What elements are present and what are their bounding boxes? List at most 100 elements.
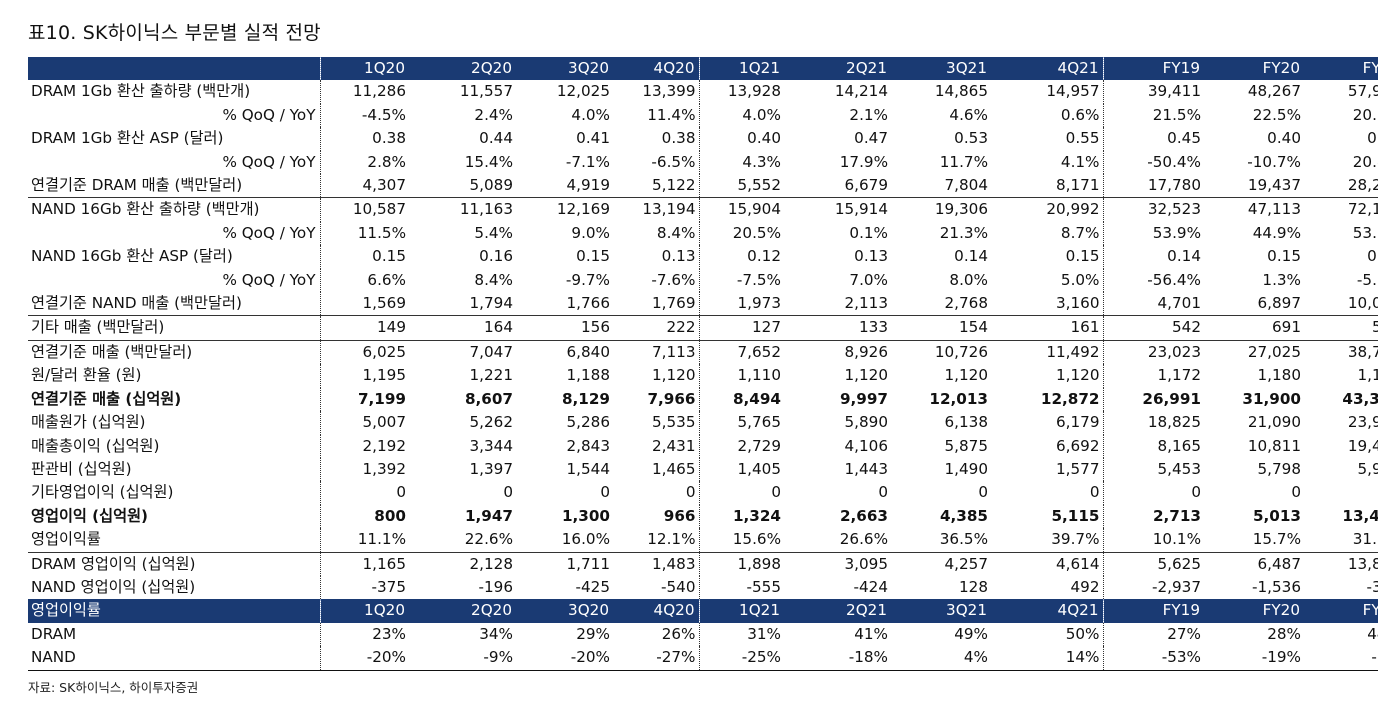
table-cell-3q20: -425 xyxy=(575,577,610,596)
table-cell-2q20: 2,128 xyxy=(409,551,516,576)
table-cell-3q20: 1,188 xyxy=(566,366,610,385)
table-cell-fy20: 48,267 xyxy=(1247,82,1301,101)
table-cell-1q21: 13,928 xyxy=(698,80,784,104)
table-cell-fy19: 0 xyxy=(1102,481,1204,505)
row-label: 판관비 (십억원) xyxy=(31,459,132,478)
table-cell-1q20: 1,195 xyxy=(319,364,409,388)
table-cell-fy19: -50.4% xyxy=(1102,150,1204,175)
table-cell-fy19: 27% xyxy=(1102,622,1204,647)
row-label: 연결기준 매출 (십억원) xyxy=(31,389,182,408)
table-cell-fy20: 5,013 xyxy=(1252,506,1301,525)
table-cell-fy19: 5,453 xyxy=(1102,457,1204,482)
table-cell-3q20: 5,286 xyxy=(566,413,610,432)
column-header-fy20: FY20 xyxy=(1204,57,1304,81)
table-cell-1q21: -7.5% xyxy=(698,268,784,293)
table-cell-3q20: 9.0% xyxy=(571,223,610,242)
table-cell-fy21: 20.8% xyxy=(1352,152,1378,171)
table-cell-4q21: 6,692 xyxy=(1056,436,1100,455)
column-header-2q21: 2Q21 xyxy=(784,599,891,623)
table-cell-fy19: 17,780 xyxy=(1102,174,1204,198)
table-cell-fy20: 31,900 xyxy=(1242,389,1301,408)
table-row: DRAM 1Gb 환산 ASP (달러) 0.38 0.44 0.41 0.38 0.40… xyxy=(28,127,1378,151)
table-cell-fy20: 1.3% xyxy=(1262,270,1301,289)
earnings-forecast-table: 1Q20 2Q20 3Q20 4Q20 1Q21 2Q21 3Q21 4Q21 FY19 FY20… xyxy=(28,57,1378,671)
table-row: 연결기준 DRAM 매출 (백만달러) 4,307 5,089 4,919 5,122 5… xyxy=(28,174,1378,198)
table-cell-3q20: 12,169 xyxy=(516,197,613,222)
table-cell-2q21: 3,095 xyxy=(784,551,891,576)
table-cell-1q21: 0.40 xyxy=(698,127,784,151)
table-cell-fy21: 0.14 xyxy=(1367,247,1378,266)
table-cell-2q20: 0.16 xyxy=(479,247,513,266)
table-cell-3q21: 0.14 xyxy=(954,247,988,266)
table-cell-1q20: 11.1% xyxy=(319,528,409,553)
table-cell-2q21: -424 xyxy=(853,577,888,596)
table-cell-fy21: 10,014 xyxy=(1347,294,1378,313)
table-cell-4q21: 8,171 xyxy=(1056,176,1100,195)
table-cell-2q21: 9,997 xyxy=(839,389,888,408)
table-cell-fy21: 43,375 xyxy=(1342,389,1378,408)
table-row: 연결기준 NAND 매출 (백만달러) 1,569 1,794 1,766 1,769 1… xyxy=(28,292,1378,316)
margin-header-row: 영업이익률 1Q20 2Q20 3Q20 4Q20 1Q21 2Q21 3Q21 4Q21 FY1… xyxy=(28,599,1378,623)
table-cell-fy21: 0.49 xyxy=(1367,129,1378,148)
table-row: DRAM 1Gb 환산 출하량 (백만개) 11,286 11,557 12,025 1… xyxy=(28,80,1378,104)
table-cell-3q20: -7.1% xyxy=(565,152,610,171)
table-cell-2q21: 2,663 xyxy=(839,506,888,525)
table-cell-3q20: 1,300 xyxy=(561,506,610,525)
table-cell-3q20: 1,711 xyxy=(516,551,613,576)
table-cell-fy21: -5.1% xyxy=(1356,270,1378,289)
row-label: DRAM xyxy=(31,624,77,643)
table-row: % QoQ / YoY 6.6% 8.4% -9.7% -7.6% -7.5% 7.0% 8.… xyxy=(28,268,1378,293)
table-cell-4q20: 1,465 xyxy=(652,459,696,478)
table-cell-4q21: 0.6% xyxy=(1060,105,1100,124)
table-cell-2q21: 14,214 xyxy=(834,82,888,101)
column-header-fy19: FY19 xyxy=(1102,599,1204,623)
table-cell-1q21: 2,729 xyxy=(698,434,784,458)
row-label: DRAM 1Gb 환산 ASP (달러) xyxy=(31,129,224,148)
row-label: 매출원가 (십억원) xyxy=(31,413,146,432)
table-cell-4q20: 222 xyxy=(613,315,699,341)
table-cell-fy21: 57,964 xyxy=(1347,82,1378,101)
table-cell-fy19: 10.1% xyxy=(1102,528,1204,553)
table-cell-3q21: 4,385 xyxy=(939,506,988,525)
table-cell-4q20: 11.4% xyxy=(647,105,696,124)
table-cell-4q21: 20,992 xyxy=(991,197,1103,222)
table-cell-1q20: -4.5% xyxy=(319,103,409,128)
table-cell-fy19: -53% xyxy=(1102,646,1204,671)
table-cell-3q21: 4% xyxy=(891,646,991,671)
table-cell-1q21: 4.0% xyxy=(698,103,784,128)
column-header-3q20: 3Q20 xyxy=(516,599,613,623)
table-cell-4q21: 12,872 xyxy=(1040,389,1100,408)
table-cell-fy20: 10,811 xyxy=(1247,436,1301,455)
table-cell-3q21: 21.3% xyxy=(939,223,988,242)
table-cell-1q21: 15.6% xyxy=(698,528,784,553)
table-cell-3q21: 5,875 xyxy=(944,436,988,455)
table-cell-3q20: 12,025 xyxy=(556,82,610,101)
table-cell-fy21: 575 xyxy=(1304,315,1378,341)
table-cell-fy21: 13,864 xyxy=(1304,551,1378,576)
column-header-3q21: 3Q21 xyxy=(891,599,991,623)
table-row: % QoQ / YoY -4.5% 2.4% 4.0% 11.4% 4.0% 2.1% 4.6… xyxy=(28,103,1378,128)
table-cell-4q20: 1,120 xyxy=(652,366,696,385)
table-cell-2q20: 0.44 xyxy=(479,129,513,148)
table-cell-4q20: 5,122 xyxy=(652,176,696,195)
row-label: 영업이익 (십억원) xyxy=(31,506,148,525)
table-cell-4q21: 1,120 xyxy=(1056,366,1100,385)
row-label: 매출총이익 (십억원) xyxy=(31,436,160,455)
table-row: % QoQ / YoY 11.5% 5.4% 9.0% 8.4% 20.5% 0.1% 21.… xyxy=(28,221,1378,246)
table-cell-1q20: 4,307 xyxy=(319,174,409,198)
table-cell-2q20: 0 xyxy=(503,483,513,502)
table-cell-1q21: 127 xyxy=(698,315,784,341)
table-cell-3q21: 8.0% xyxy=(949,270,988,289)
table-cell-1q20: 0.38 xyxy=(319,127,409,151)
table-cell-2q21: 0.47 xyxy=(854,129,888,148)
table-cell-2q20: 5,262 xyxy=(469,413,513,432)
table-cell-fy21: 13,487 xyxy=(1342,506,1378,525)
table-row: % QoQ / YoY 2.8% 15.4% -7.1% -6.5% 4.3% 17.9% 1… xyxy=(28,150,1378,175)
column-header-fy21: FY21 xyxy=(1304,57,1378,81)
table-cell-1q20: 800 xyxy=(319,504,409,529)
table-cell-fy21: -358 xyxy=(1366,577,1378,596)
table-cell-2q21: 1,120 xyxy=(844,366,888,385)
table-cell-3q21: 49% xyxy=(954,624,988,643)
table-cell-2q21: 15,914 xyxy=(784,197,891,222)
table-cell-3q20: 29% xyxy=(576,624,610,643)
